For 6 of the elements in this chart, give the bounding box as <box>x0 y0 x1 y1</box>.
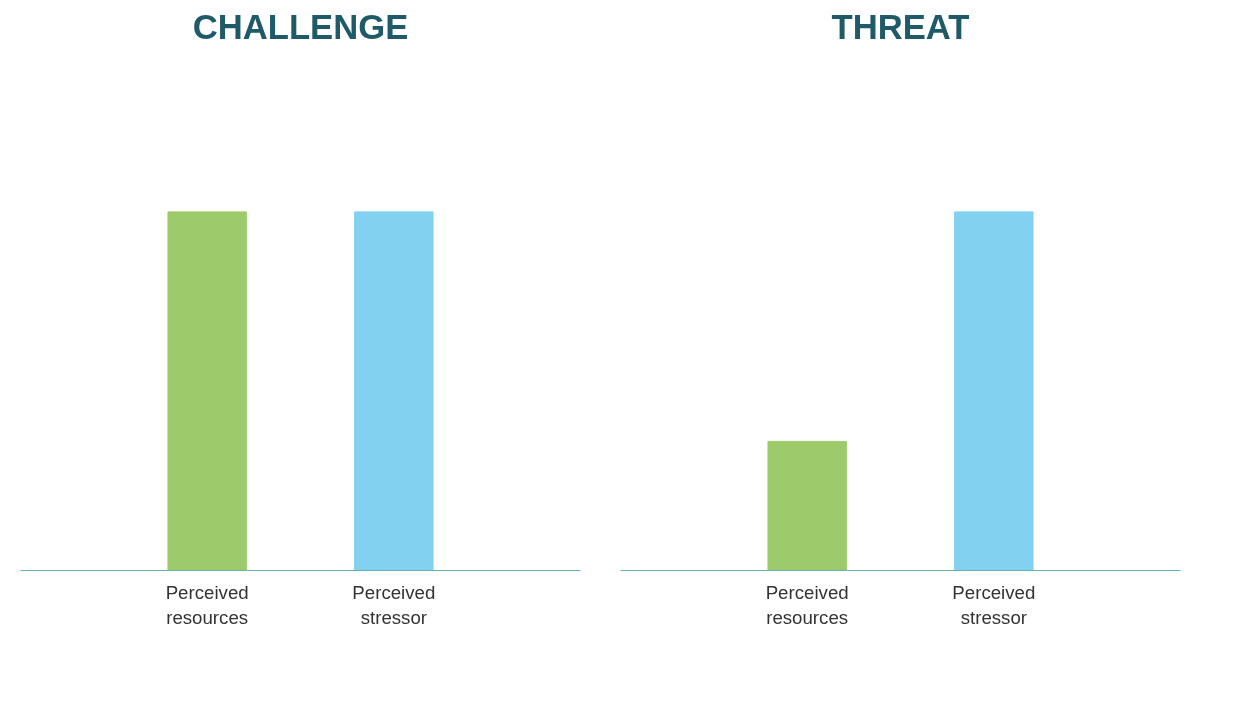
chart-title: CHALLENGE <box>192 7 409 46</box>
x-tick-label: Perceived stressor <box>952 581 1036 628</box>
x-tick-label: Perceived stressor <box>352 581 436 628</box>
x-tick-label: Perceived resources <box>165 581 249 628</box>
chart-title: THREAT <box>831 7 970 46</box>
x-tick-label: Perceived resources <box>765 581 849 628</box>
